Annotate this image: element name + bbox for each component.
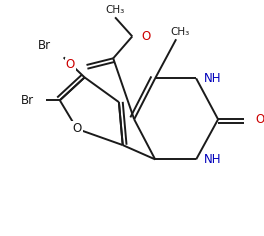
Text: NH: NH xyxy=(204,72,221,85)
Text: Br: Br xyxy=(21,94,34,107)
Text: NH: NH xyxy=(204,153,221,166)
Text: CH₃: CH₃ xyxy=(170,27,190,37)
Text: Br: Br xyxy=(38,39,51,52)
Text: O: O xyxy=(142,30,151,43)
Text: O: O xyxy=(72,122,82,135)
Text: O: O xyxy=(66,59,75,72)
Text: O: O xyxy=(255,113,264,126)
Text: CH₃: CH₃ xyxy=(106,5,125,15)
